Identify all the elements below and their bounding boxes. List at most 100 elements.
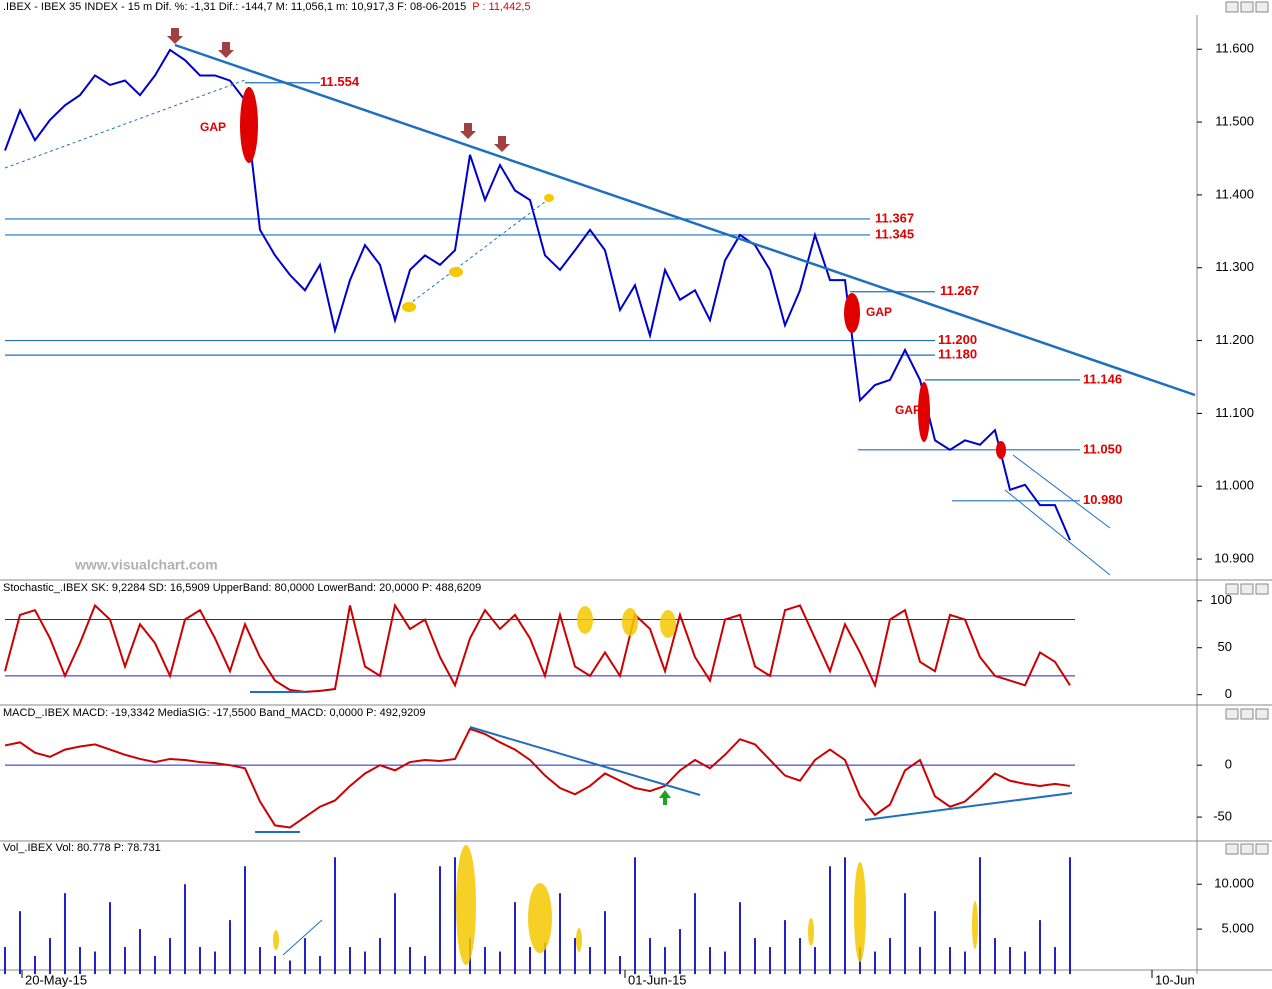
y-tick-label: 10.000 — [1214, 876, 1254, 891]
bar — [619, 956, 621, 974]
annotation: GAP — [866, 305, 892, 319]
bar — [364, 951, 366, 974]
bar — [724, 951, 726, 974]
annotation: GAP — [895, 403, 921, 417]
level-label: 11.050 — [1083, 441, 1122, 456]
window-buttons[interactable] — [1225, 1, 1269, 855]
bar — [829, 866, 831, 974]
y-tick-label: 100 — [1210, 592, 1232, 607]
x-tick-label: 20-May-15 — [25, 972, 87, 987]
level-label: 11.367 — [875, 210, 914, 225]
bar — [79, 947, 81, 974]
bar — [514, 902, 516, 974]
bar — [259, 947, 261, 974]
gap-marker — [918, 382, 930, 442]
bar — [784, 920, 786, 974]
bar — [124, 947, 126, 974]
level-label: 10.980 — [1083, 492, 1123, 507]
bar — [184, 884, 186, 974]
arrows — [167, 28, 510, 152]
gap-marker — [844, 293, 860, 333]
bar — [694, 893, 696, 974]
bar — [739, 902, 741, 974]
bar — [424, 956, 426, 974]
bar — [544, 942, 546, 974]
bar — [49, 938, 51, 974]
x-tick-label: 10-Jun — [1155, 972, 1195, 987]
bar — [289, 960, 291, 974]
bar — [604, 911, 606, 974]
gap-marker — [240, 87, 258, 163]
y-tick-label: 50 — [1218, 639, 1232, 654]
bar — [634, 857, 636, 974]
panel-title: .IBEX - IBEX 35 INDEX - 15 m Dif. %: -1,… — [3, 1, 466, 13]
bar — [919, 947, 921, 974]
bar — [244, 866, 246, 974]
y-tick-label: -50 — [1213, 809, 1232, 824]
bar — [319, 956, 321, 974]
arrow — [659, 790, 671, 805]
bar — [499, 951, 501, 974]
y-tick-label: 11.100 — [1215, 405, 1254, 420]
bar — [949, 947, 951, 974]
highlight — [449, 267, 463, 277]
panel-title: Vol_.IBEX Vol: 80.778 P: 78.731 — [3, 842, 161, 854]
bar — [34, 956, 36, 974]
trend-line — [407, 197, 551, 306]
bar — [304, 938, 306, 974]
bar — [799, 938, 801, 974]
bar — [889, 938, 891, 974]
panel-title: MACD_.IBEX MACD: -19,3342 MediaSIG: -17,… — [3, 707, 426, 719]
bar — [94, 951, 96, 974]
y-tick-label: 11.300 — [1215, 259, 1254, 274]
y-tick-label: 11.000 — [1215, 478, 1254, 493]
channel-line — [1004, 489, 1111, 576]
trend-line — [864, 792, 1073, 821]
y-tick-label: 0 — [1225, 686, 1232, 701]
bar — [169, 938, 171, 974]
bar — [874, 951, 876, 974]
bar — [154, 956, 156, 974]
y-tick-label: 11.400 — [1215, 186, 1254, 201]
level-label: 11.267 — [940, 283, 979, 298]
bar — [1024, 951, 1026, 974]
level-label: 11.146 — [1083, 371, 1122, 386]
trend-line — [282, 919, 323, 956]
y-tick-label: 11.200 — [1215, 332, 1254, 347]
level-label: 11.200 — [938, 332, 977, 347]
bar — [139, 929, 141, 974]
bar — [664, 947, 666, 974]
bar — [814, 947, 816, 974]
bar — [649, 938, 651, 974]
bar — [349, 947, 351, 974]
bar — [454, 857, 456, 974]
highlight — [402, 302, 416, 312]
level-label: 11.345 — [875, 226, 914, 241]
bar — [109, 902, 111, 974]
panel-title: Stochastic_.IBEX SK: 9,2284 SD: 16,5909 … — [3, 582, 481, 594]
bar — [379, 938, 381, 974]
x-tick-label: 01-Jun-15 — [628, 972, 687, 987]
series-line — [4, 602, 1071, 693]
level-label: 11.180 — [938, 347, 977, 362]
bar — [844, 857, 846, 974]
highlight — [544, 194, 554, 202]
series-line — [4, 48, 1071, 541]
bar — [529, 947, 531, 974]
bar — [1054, 947, 1056, 974]
bar — [1009, 947, 1011, 974]
bar — [394, 893, 396, 974]
bar — [934, 911, 936, 974]
gap-marker — [996, 441, 1006, 459]
drawings — [4, 28, 1196, 965]
trend-line — [4, 79, 246, 169]
bar — [754, 938, 756, 974]
bar — [589, 947, 591, 974]
series-line — [4, 727, 1071, 829]
bar — [679, 929, 681, 974]
y-tick-label: 5.000 — [1221, 921, 1254, 936]
y-tick-label: 11.600 — [1215, 41, 1254, 56]
bar — [334, 857, 336, 974]
